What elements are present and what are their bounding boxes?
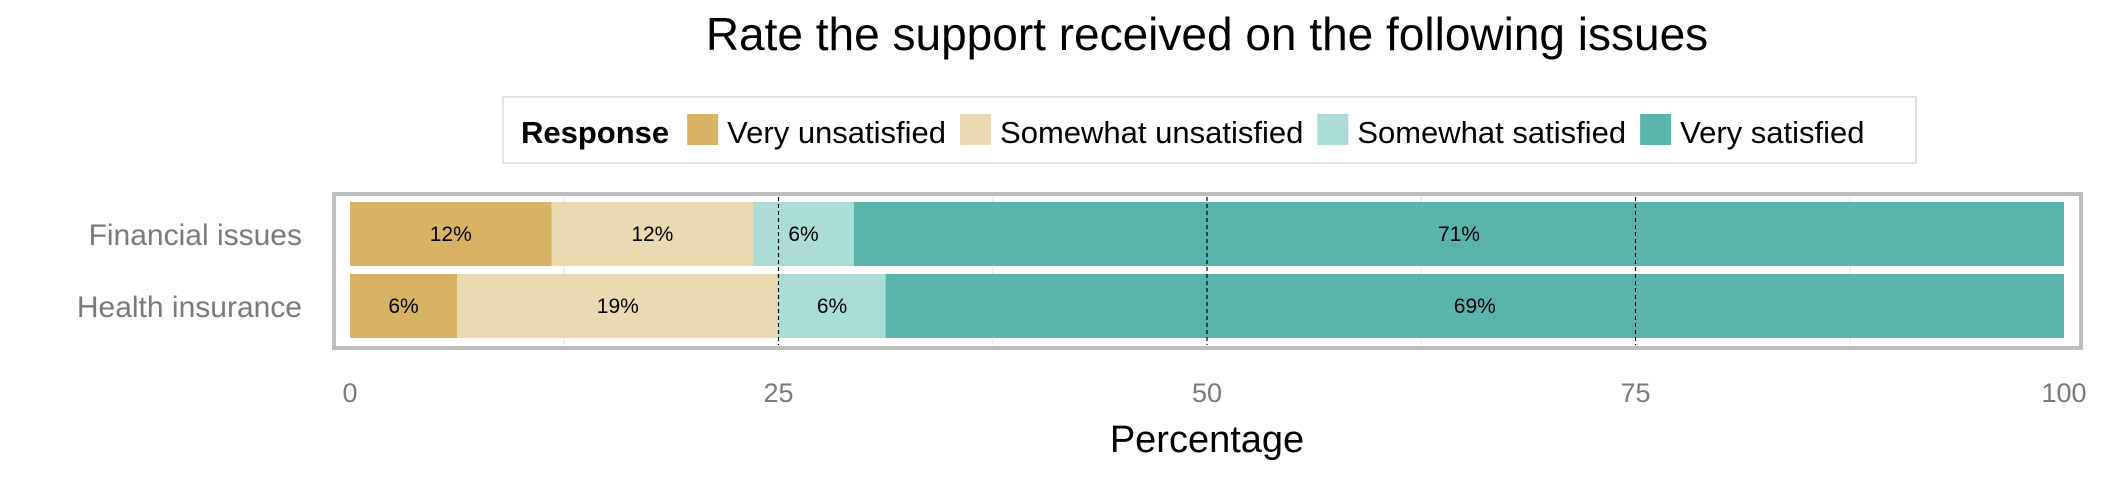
bar-segment (853, 202, 2064, 266)
legend-label: Very unsatisfied (727, 115, 946, 150)
bar-segment (551, 202, 754, 266)
legend-box (502, 96, 1917, 164)
category-labels: Financial issues Health insurance (77, 219, 302, 324)
data-label: 19% (597, 295, 639, 318)
x-axis-ticks: 0 25 50 75 100 (342, 378, 2086, 408)
bar-segment (350, 274, 458, 338)
bars-layer (350, 202, 2064, 338)
gridlines-layer (777, 197, 1637, 345)
x-tick-label: 100 (2041, 378, 2086, 408)
x-tick-label: 50 (1192, 378, 1222, 408)
chart-title: Rate the support received on the followi… (706, 8, 1708, 60)
legend-swatch (960, 114, 992, 145)
legend-swatch (1317, 114, 1349, 145)
bar-segment (457, 274, 779, 338)
data-labels-layer: 12% 12% 6% 71% 6% 19% 6% 69% (388, 223, 1495, 318)
legend: Response Very unsatisfied Somewhat unsati… (502, 96, 1917, 164)
x-axis-title: Percentage (1110, 419, 1304, 461)
legend-label: Very satisfied (1680, 115, 1864, 150)
category-label: Health insurance (77, 291, 302, 324)
data-label: 71% (1438, 223, 1480, 246)
data-label: 12% (631, 223, 673, 246)
bar-segment (778, 274, 886, 338)
data-label: 6% (388, 295, 418, 318)
legend-swatch (687, 114, 719, 145)
bar-segment (885, 274, 2064, 338)
x-tick-label: 0 (342, 378, 357, 408)
bar-segment (350, 202, 552, 266)
data-label: 69% (1454, 295, 1496, 318)
legend-label: Somewhat satisfied (1357, 115, 1626, 150)
x-tick-label: 25 (763, 378, 793, 408)
legend-title: Response (521, 115, 669, 150)
legend-swatch (1640, 114, 1672, 145)
bar-segment (753, 202, 854, 266)
x-tick-label: 75 (1620, 378, 1650, 408)
data-label: 6% (788, 223, 818, 246)
legend-label: Somewhat unsatisfied (1000, 115, 1303, 150)
data-label: 6% (817, 295, 847, 318)
data-label: 12% (430, 223, 472, 246)
category-label: Financial issues (89, 219, 302, 252)
